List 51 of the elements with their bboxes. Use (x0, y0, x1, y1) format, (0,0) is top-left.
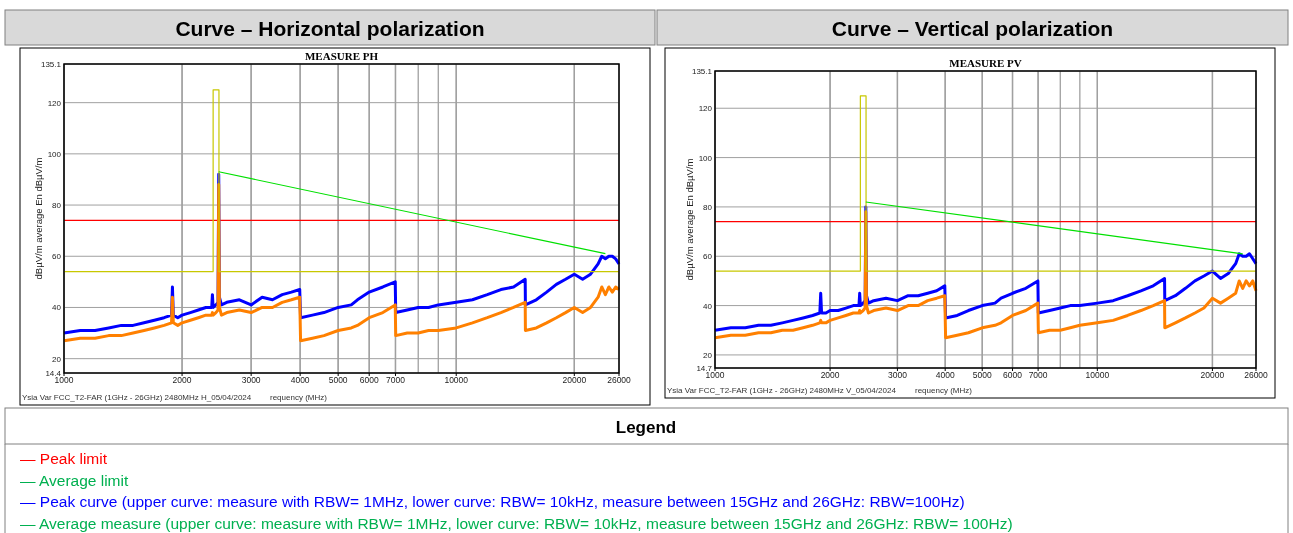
x-tick-label: 26000 (607, 375, 632, 385)
text: — Average measure (upper curve: measure with RBW= 1MHz, lower curve: RBW= 10kHz, measure between 15GHz and 26GHz: RBW= 100Hz) (20, 514, 1013, 532)
text: Ysia Var FCC_T2-FAR (1GHz - 26GHz) 2480MHz H_05/04/2024 (22, 393, 252, 402)
x-tick-label: 3000 (887, 370, 908, 380)
x-tick-label: 2000 (172, 375, 192, 385)
y-tick-label: 20 (52, 354, 62, 364)
text: Ysia Var FCC_T2-FAR (1GHz - 26GHz) 2480MHz V_05/04/2024 (667, 386, 897, 395)
x-tick-label: 1000 (705, 370, 725, 380)
y-tick-label: 80 (52, 201, 62, 211)
text: — Peak limit (20, 450, 108, 467)
chart-subtitle: MEASURE PH (304, 50, 379, 62)
y-tick-label: 40 (52, 303, 62, 313)
chart-subtitle: MEASURE PV (949, 57, 1022, 69)
y-tick-label: 14.7 (696, 364, 713, 373)
x-tick-label: 20000 (1200, 370, 1225, 380)
y-tick-label: 135.1 (40, 60, 62, 69)
x-axis-title: requency (MHz) (270, 393, 328, 402)
x-tick-label: 4000 (935, 370, 955, 380)
x-tick-label: 3000 (241, 375, 261, 385)
x-tick-label: 5000 (328, 375, 348, 385)
y-axis-title: dBµV/m average En dBµV/m (33, 157, 44, 280)
x-tick-label: 26000 (1244, 370, 1269, 380)
y-tick-label: 100 (698, 153, 713, 163)
y-tick-label: 14.4 (45, 369, 62, 378)
x-tick-label: 1000 (54, 375, 74, 385)
x-axis-title: requency (MHz) (915, 386, 973, 395)
text: — Average limit (20, 471, 129, 489)
x-tick-label: 2000 (820, 370, 840, 380)
y-tick-label: 135.1 (691, 67, 713, 76)
text: Legend (615, 418, 677, 437)
y-tick-label: 20 (703, 350, 713, 360)
x-tick-label: 10000 (1085, 370, 1110, 380)
x-tick-label: 5000 (972, 370, 992, 380)
y-tick-label: 100 (47, 149, 62, 159)
y-tick-label: 120 (698, 104, 713, 114)
x-tick-label: 6000 (1003, 370, 1023, 380)
y-tick-label: 60 (703, 252, 713, 262)
text: — Peak curve (upper curve: measure with RBW= 1MHz, lower curve: RBW= 10kHz, measure between 15GHz and 26GHz: RBW=100Hz) (20, 493, 965, 510)
x-tick-label: 20000 (562, 375, 587, 385)
y-tick-label: 120 (47, 98, 62, 108)
y-tick-label: 80 (703, 202, 713, 212)
x-tick-label: 10000 (444, 375, 469, 385)
x-tick-label: 7000 (1028, 370, 1048, 380)
x-tick-label: 6000 (359, 375, 379, 385)
x-tick-label: 4000 (290, 375, 310, 385)
x-tick-label: 7000 (386, 375, 406, 385)
y-tick-label: 60 (52, 252, 62, 262)
chart-title: Curve – Vertical polarization (831, 17, 1114, 40)
y-tick-label: 40 (703, 301, 713, 311)
y-axis-title: dBµV/m average En dBµV/m (684, 158, 695, 281)
chart-title: Curve – Horizontal polarization (175, 17, 485, 40)
